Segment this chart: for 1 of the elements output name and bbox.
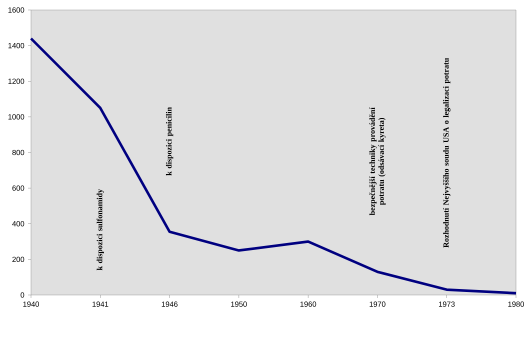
line-series <box>30 37 518 295</box>
